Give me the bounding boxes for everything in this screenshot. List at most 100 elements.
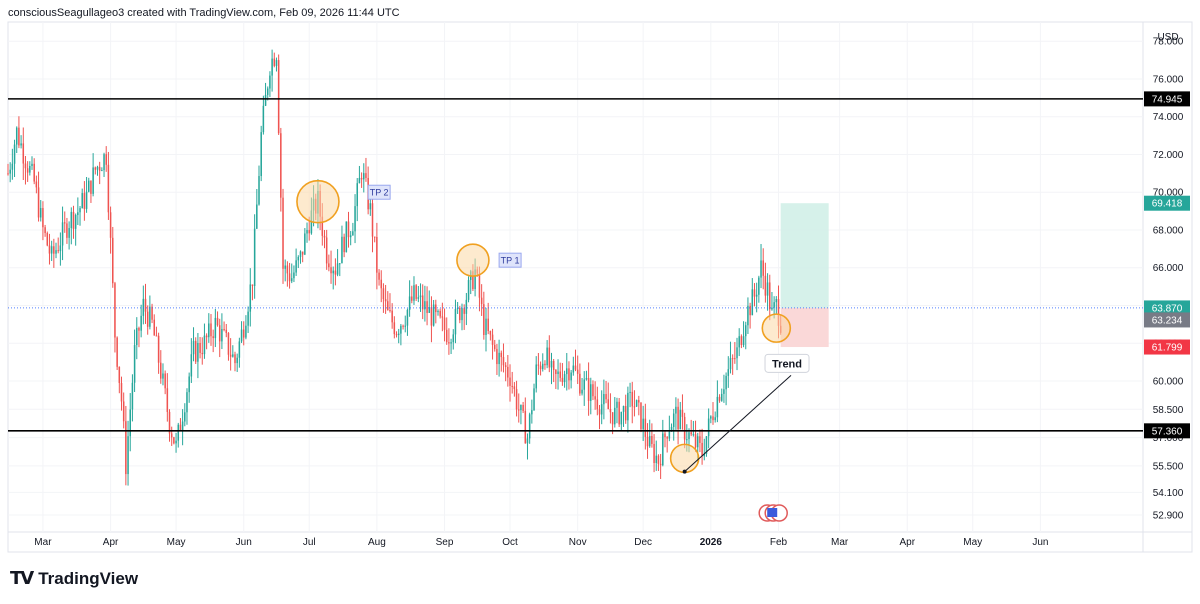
candle-down — [605, 394, 607, 400]
target-price-tag-text: 69.418 — [1152, 199, 1183, 210]
last-price-tag-text: 63.234 — [1152, 315, 1183, 326]
candle-up — [736, 347, 738, 359]
candle-up — [221, 328, 223, 342]
candle-up — [184, 412, 186, 422]
candle-up — [727, 369, 730, 376]
candle-up — [197, 342, 199, 362]
candle-up — [771, 307, 773, 310]
tp-label: TP 1 — [498, 252, 522, 268]
candle-up — [236, 357, 238, 364]
candle-up — [655, 455, 658, 463]
candle-up — [249, 284, 252, 312]
candle-up — [758, 277, 760, 295]
candle-down — [513, 386, 516, 390]
candle-down — [35, 181, 38, 188]
candle-down — [120, 383, 123, 402]
candle-up — [341, 236, 343, 264]
candle-down — [144, 298, 147, 312]
candle-down — [753, 289, 756, 297]
candle-down — [483, 304, 485, 335]
candle-up — [306, 230, 308, 234]
candle-up — [710, 416, 712, 419]
candle-down — [229, 354, 232, 357]
price-axis: USD 52.900 54.100 55.500 57.000 58.500 60.000 6… — [1144, 32, 1190, 522]
candle-down — [384, 299, 387, 302]
candle-up — [696, 436, 699, 448]
tradingview-logo[interactable]: TV TradingView — [10, 568, 138, 589]
time-axis: Mar Apr May Jun Jul Aug Sep Oct Nov Dec 2026 Feb Mar… — [34, 537, 1048, 548]
candle-down — [216, 317, 219, 326]
candle-up — [642, 418, 644, 430]
candle-down — [568, 368, 570, 381]
candle-down — [343, 236, 345, 253]
candle-up — [13, 144, 16, 164]
candle-up — [408, 296, 411, 310]
x-tick-label: Mar — [831, 537, 849, 548]
candle-up — [92, 167, 94, 194]
candle-down — [251, 284, 254, 286]
candle-up — [563, 374, 566, 383]
candle-down — [522, 404, 524, 411]
candle-up — [297, 256, 300, 261]
candle-up — [742, 336, 745, 345]
candle-down — [415, 285, 417, 299]
candle-down — [657, 455, 660, 464]
candle-up — [550, 360, 553, 368]
y-tick-label: 60.000 — [1153, 376, 1184, 387]
candle-up — [755, 294, 758, 297]
highlight-circle — [669, 443, 700, 474]
candle-up — [566, 368, 568, 375]
y-tick-label: 55.500 — [1153, 461, 1184, 472]
candle-up — [39, 208, 42, 218]
candle-up — [127, 436, 129, 475]
candle-up — [419, 295, 422, 298]
candle-down — [282, 197, 284, 269]
y-tick-label: 72.000 — [1153, 150, 1184, 161]
candle-down — [487, 318, 489, 332]
candle-up — [668, 431, 671, 439]
candle-up — [260, 132, 262, 177]
candle-up — [467, 280, 470, 300]
candle-up — [284, 265, 286, 269]
candle-down — [749, 305, 751, 316]
candle-up — [15, 127, 18, 145]
candle-down — [223, 328, 225, 330]
candle-down — [638, 400, 640, 403]
x-tick-label: Aug — [368, 537, 386, 548]
candle-down — [201, 352, 204, 355]
candle-down — [515, 389, 518, 410]
candle-up — [688, 432, 690, 440]
candle-down — [683, 416, 686, 440]
candle-up — [349, 235, 352, 238]
candle-down — [387, 301, 389, 310]
candle-up — [238, 341, 241, 358]
x-tick-label: Apr — [899, 537, 915, 548]
candle-up — [85, 191, 88, 209]
candle-down — [288, 273, 291, 282]
candle-down — [328, 263, 330, 268]
trend-label: Trend — [764, 353, 810, 373]
x-tick-label: Dec — [634, 537, 652, 548]
candle-down — [83, 193, 86, 209]
candle-down — [579, 373, 581, 394]
candle-up — [29, 165, 31, 173]
support-price-tag-box — [1144, 423, 1190, 439]
candle-down — [539, 365, 542, 370]
candle-down — [445, 329, 448, 343]
candle-down — [125, 421, 127, 475]
y-tick-label: 52.900 — [1153, 511, 1184, 522]
candle-up — [352, 231, 354, 236]
candle-up — [299, 251, 302, 257]
candle-down — [199, 342, 201, 353]
candle-up — [264, 94, 267, 106]
candle-up — [670, 426, 673, 432]
candle-up — [232, 354, 234, 357]
highlight-circle — [296, 179, 340, 224]
candle-down — [576, 369, 579, 374]
candle-up — [50, 246, 53, 254]
candle-up — [686, 439, 688, 441]
candle-up — [214, 317, 217, 339]
candle-up — [354, 206, 356, 232]
candle-up — [271, 58, 273, 76]
